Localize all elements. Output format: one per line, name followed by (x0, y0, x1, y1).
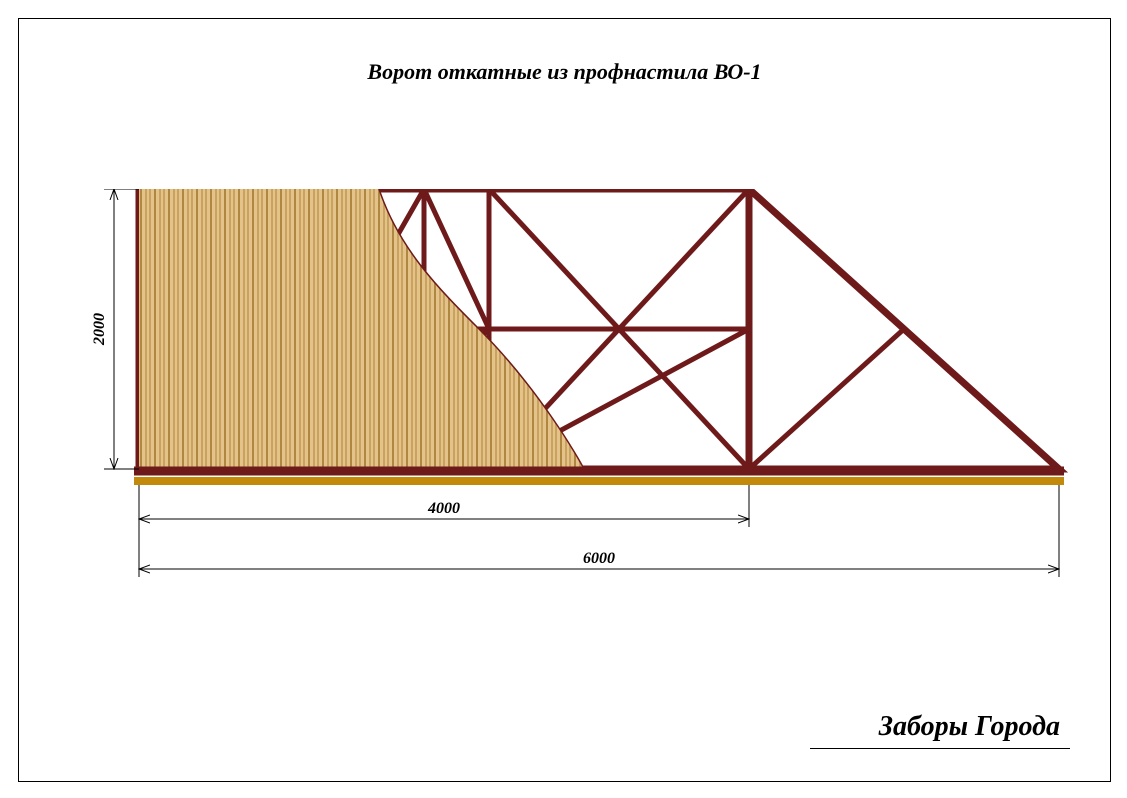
signature-underline (810, 748, 1070, 749)
drawing-border: Ворот откатные из профнастила ВО-1 (18, 18, 1111, 782)
dim-height-label: 2000 (91, 313, 108, 346)
dim-total-width-label: 6000 (583, 550, 615, 567)
dim-height (104, 189, 139, 469)
gate-drawing: 2000 4000 6000 (79, 189, 1079, 629)
ground-rail (134, 477, 1064, 485)
signature: Заборы Города (879, 711, 1060, 743)
drawing-title: Ворот откатные из профнастила ВО-1 (19, 59, 1110, 85)
dim-inner-width-label: 4000 (427, 500, 460, 517)
